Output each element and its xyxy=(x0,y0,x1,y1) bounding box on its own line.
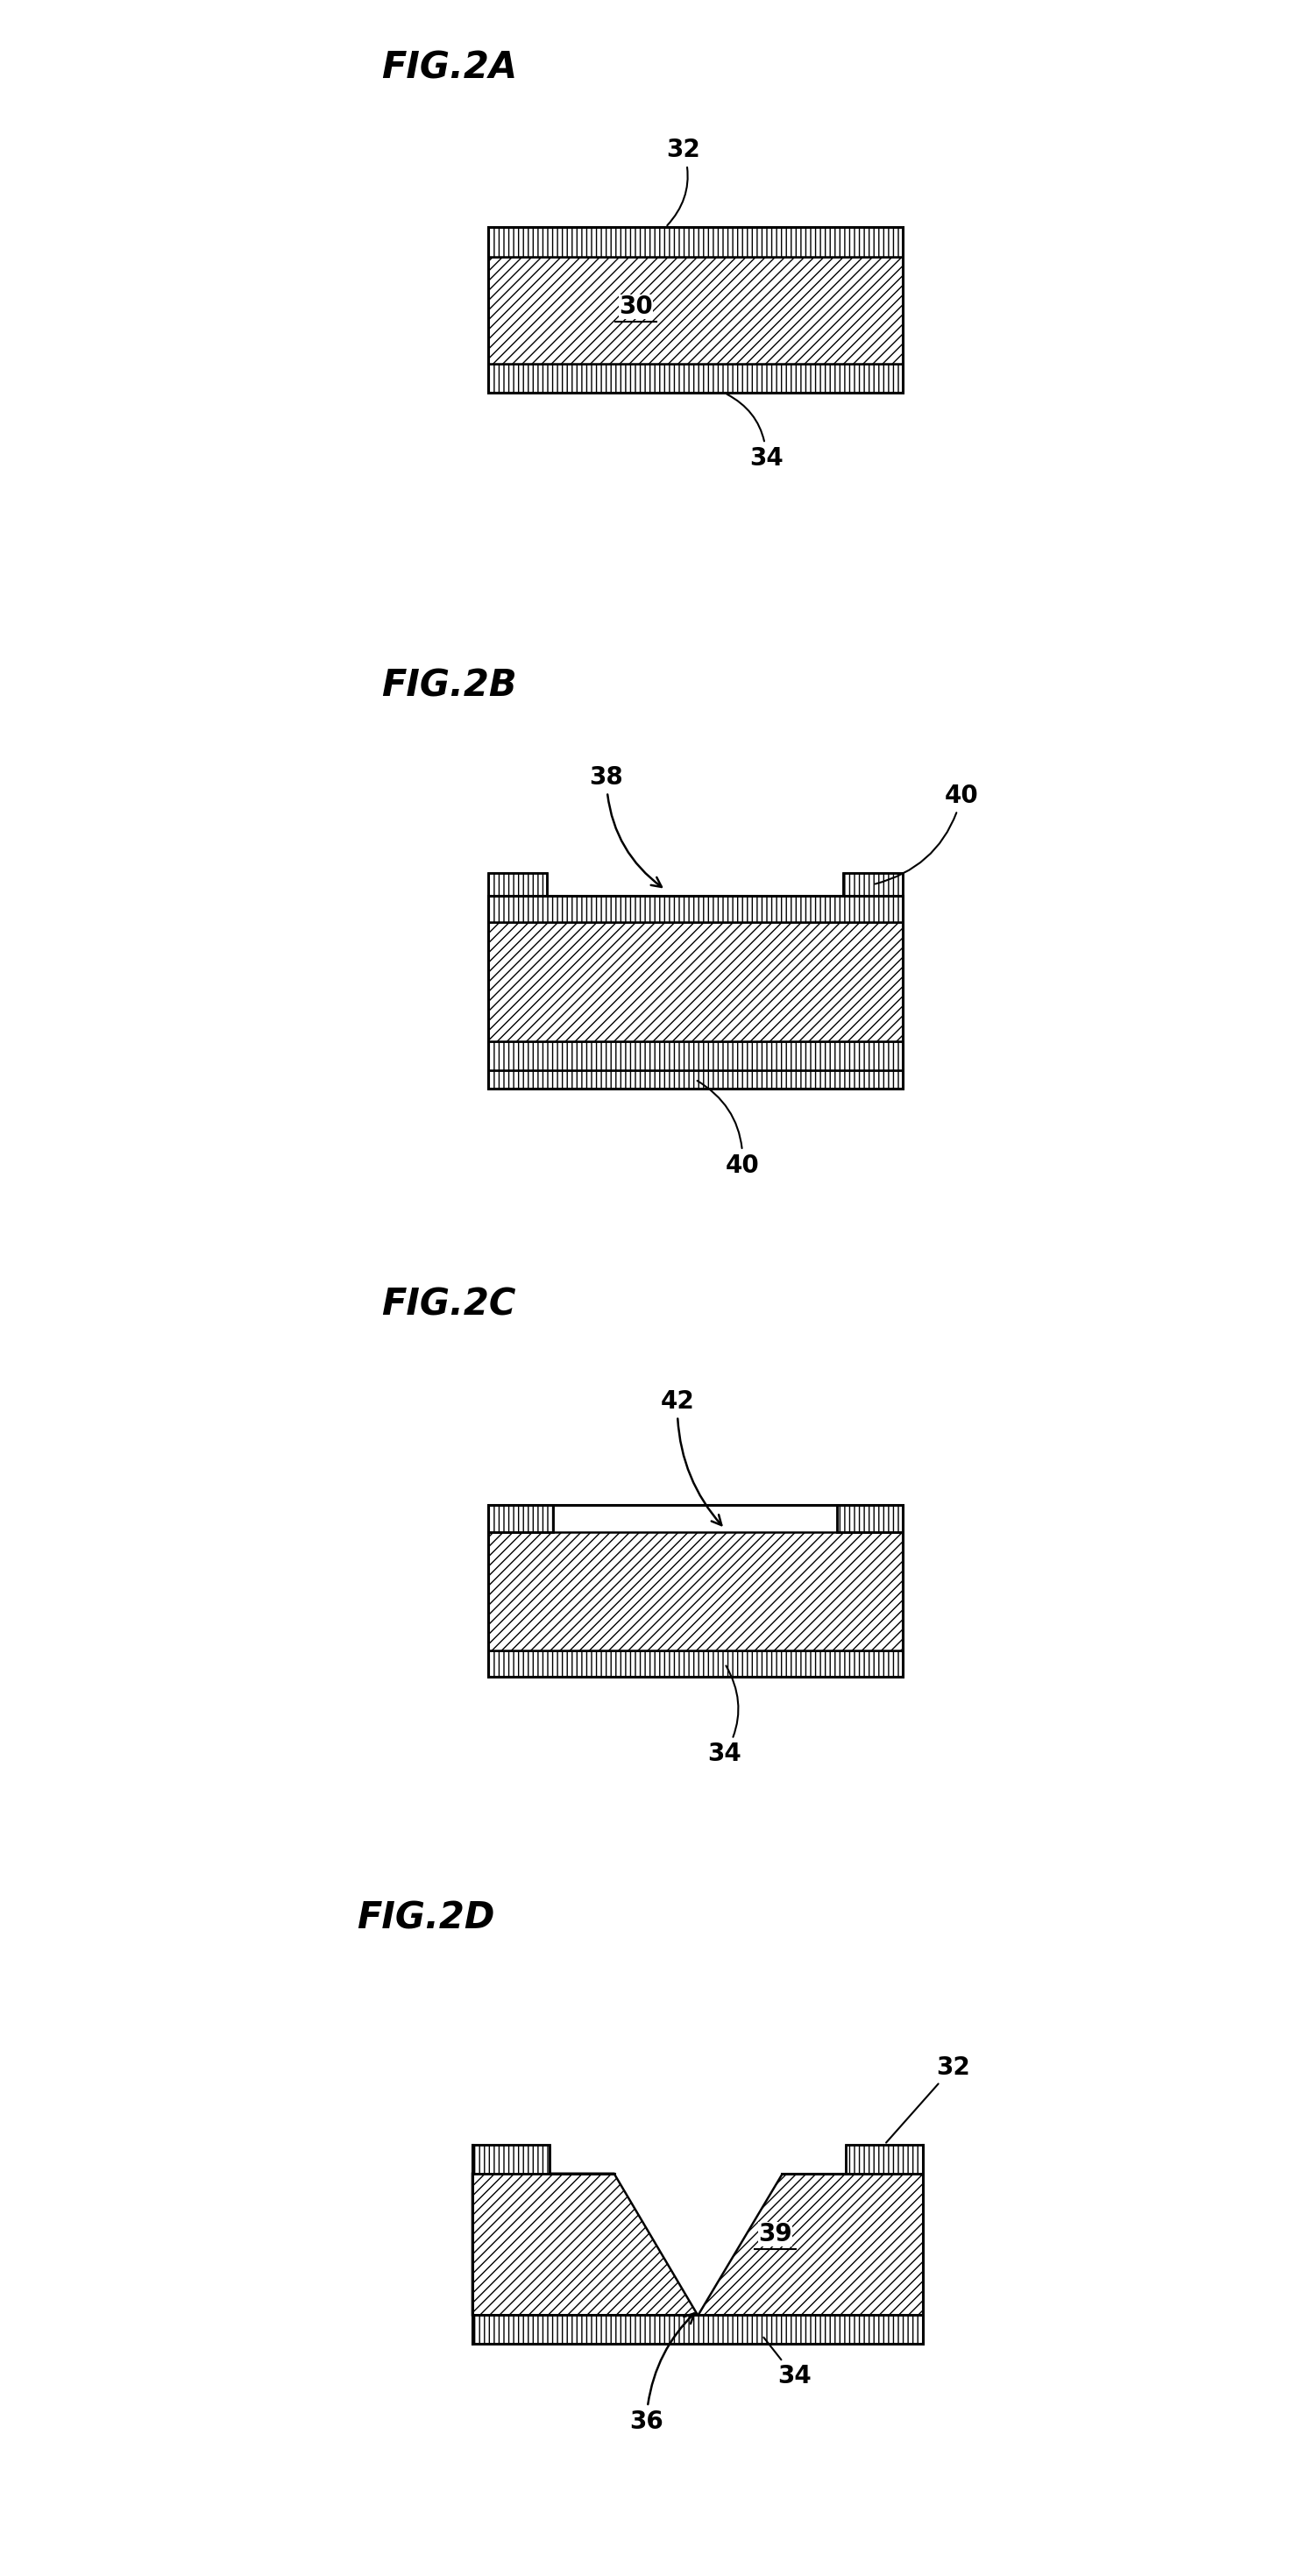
Bar xyxy=(488,873,547,896)
Bar xyxy=(488,227,903,394)
Bar xyxy=(488,363,903,394)
Bar xyxy=(488,896,903,922)
Text: 38: 38 xyxy=(590,765,662,886)
Text: 30: 30 xyxy=(619,294,652,319)
Bar xyxy=(846,2143,923,2174)
Bar xyxy=(838,1504,903,1533)
Bar xyxy=(488,1504,553,1533)
Text: 34: 34 xyxy=(727,394,783,471)
Bar xyxy=(488,227,903,258)
Bar xyxy=(488,1533,903,1651)
Text: FIG.2D: FIG.2D xyxy=(356,1901,495,1937)
Bar xyxy=(488,1651,903,1677)
Text: 34: 34 xyxy=(707,1667,741,1767)
Bar xyxy=(488,1504,553,1533)
Text: 42: 42 xyxy=(660,1388,722,1525)
Bar xyxy=(488,922,903,1041)
Bar xyxy=(488,873,547,896)
Text: FIG.2B: FIG.2B xyxy=(381,667,517,703)
Bar xyxy=(488,1041,903,1072)
Bar xyxy=(472,2143,549,2174)
Bar xyxy=(488,258,903,363)
Bar xyxy=(838,1504,903,1533)
Text: FIG.2C: FIG.2C xyxy=(381,1285,515,1321)
Text: 32: 32 xyxy=(667,139,701,227)
Bar xyxy=(472,2143,549,2174)
Bar xyxy=(843,873,903,896)
Bar xyxy=(846,2143,923,2174)
Text: 40: 40 xyxy=(876,783,979,884)
Polygon shape xyxy=(472,2174,698,2316)
Bar xyxy=(488,1504,903,1677)
Text: 32: 32 xyxy=(886,2056,970,2143)
Text: 39: 39 xyxy=(758,2221,792,2246)
Text: 40: 40 xyxy=(697,1082,760,1177)
Text: FIG.2A: FIG.2A xyxy=(381,49,517,85)
Bar xyxy=(472,2316,923,2344)
Bar xyxy=(488,1072,903,1087)
Bar xyxy=(488,896,903,1087)
Text: 36: 36 xyxy=(629,2313,694,2434)
Text: 34: 34 xyxy=(763,2336,812,2388)
Polygon shape xyxy=(698,2174,923,2316)
Bar xyxy=(843,873,903,896)
